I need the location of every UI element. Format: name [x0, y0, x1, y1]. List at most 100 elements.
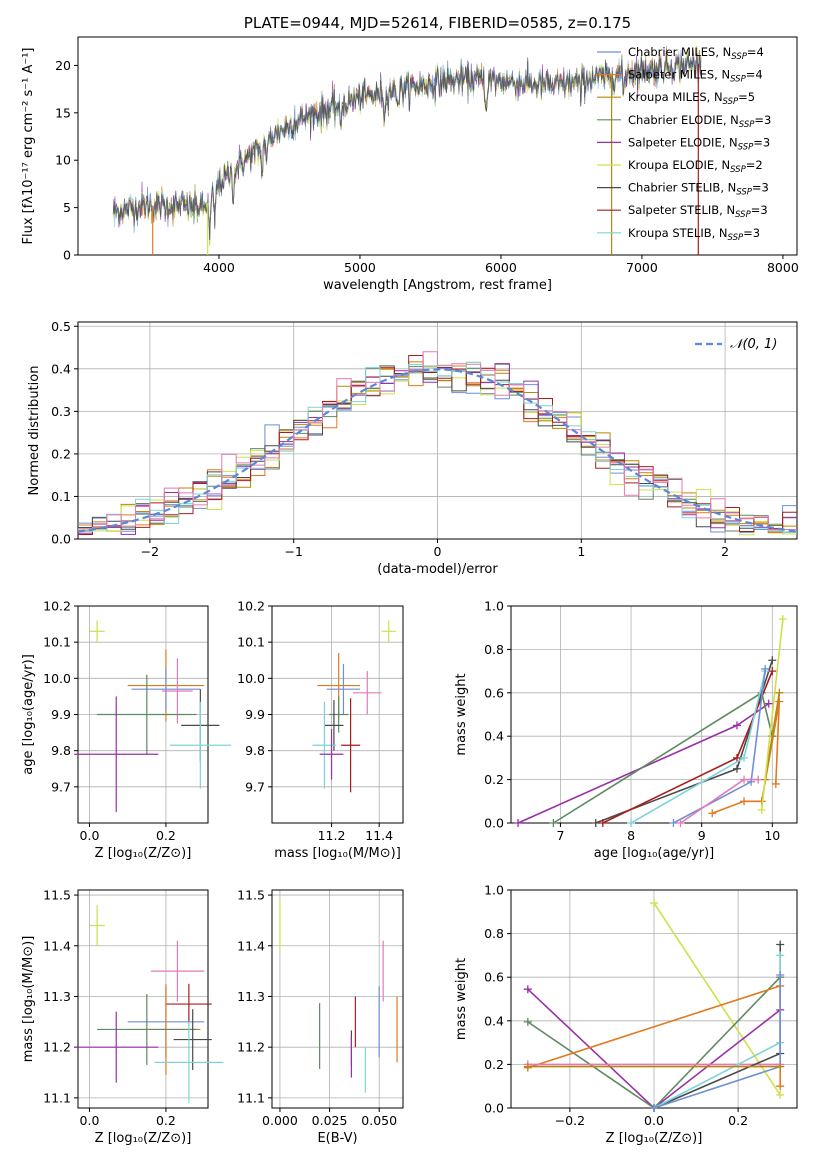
data-point-marker: [732, 753, 741, 762]
y-tick-label: 9.9: [245, 707, 265, 722]
y-tick-label: 0.0: [484, 1101, 504, 1116]
x-axis-label: age [log₁₀(age/yr)]: [594, 846, 715, 861]
mass-weight-vs-age-series: [514, 615, 787, 827]
data-point-marker: [740, 753, 749, 762]
y-tick-label: 11.4: [43, 938, 71, 953]
data-point-marker: [776, 971, 785, 980]
series-line: [764, 692, 781, 780]
y-tick-label: 9.9: [51, 707, 71, 722]
x-tick-label: 1: [577, 544, 585, 559]
residuals-axes: −2 −1 0 1 2 0.0 0.1 0.2 0.3 0.4 0.5 (data-model)/er…: [27, 319, 798, 577]
legend-sub: SSP: [723, 97, 739, 107]
data-point-marker: [757, 805, 766, 814]
legend-entry: Chabrier MILES, NSSP=4: [628, 45, 764, 62]
y-tick-label: 10.1: [43, 635, 71, 650]
y-axis-label: Normed distribution: [27, 366, 42, 496]
y-tick-label: 0.2: [484, 772, 504, 787]
histogram-step-line: [78, 361, 797, 533]
data-point-marker: [591, 819, 600, 827]
chart-title: PLATE=0944, MJD=52614, FIBERID=0585, z=0…: [244, 14, 631, 32]
x-tick-label: 4000: [203, 260, 235, 275]
legend-suffix: =4: [746, 68, 763, 82]
y-tick-label: 11.1: [43, 1090, 71, 1105]
y-tick-label: 0: [63, 248, 71, 263]
data-point-marker: [523, 1062, 532, 1071]
data-point-marker: [775, 688, 784, 697]
x-tick-label: 8: [627, 828, 635, 843]
series-line: [653, 944, 781, 1109]
series-line: [760, 618, 784, 811]
x-tick-label: 10: [764, 828, 780, 843]
legend-suffix: =4: [747, 45, 764, 59]
mass-weight-vs-Z-series: [523, 899, 785, 1112]
histogram-step-line: [78, 361, 797, 536]
mass-weight-vs-Z-axes: −0.2 0.0 0.2 0.0 0.2 0.4 0.6 0.8 1.0 Z [log₁₀(Z/Z…: [454, 883, 798, 1146]
x-tick-label: 6000: [485, 260, 517, 275]
x-axis-label: E(B-V): [317, 1131, 357, 1146]
mass-vs-EBV-frame: [271, 889, 404, 1109]
y-tick-label: 1.0: [484, 883, 504, 898]
y-tick-label: 11.4: [237, 938, 265, 953]
legend-suffix: =3: [751, 203, 768, 217]
data-point-marker: [740, 775, 749, 784]
data-point-marker: [732, 764, 741, 773]
x-tick-label: 8000: [767, 260, 799, 275]
legend-sub: SSP: [730, 75, 746, 85]
data-point-marker: [708, 809, 717, 818]
x-tick-label: 7: [556, 828, 564, 843]
y-tick-label: 0.6: [484, 685, 504, 700]
x-tick-label: 0.2: [156, 1113, 176, 1128]
y-tick-label: 0.8: [484, 642, 504, 657]
y-axis-label: mass weight: [454, 958, 469, 1040]
y-axis-label: mass weight: [454, 673, 469, 755]
y-tick-label: 0.2: [484, 1057, 504, 1072]
y-tick-label: 0.5: [51, 319, 71, 334]
legend-entry: Chabrier STELIB, NSSP=3: [628, 181, 769, 198]
legend-label: Chabrier ELODIE, N: [628, 113, 739, 127]
data-point-marker: [754, 775, 763, 784]
x-tick-label: 0.0: [80, 1113, 100, 1128]
x-tick-label: 0.2: [156, 828, 176, 843]
legend-suffix: =5: [738, 90, 755, 104]
mass-vs-Z-points: [74, 905, 224, 1103]
data-point-marker: [523, 985, 532, 994]
legend-sub: SSP: [731, 52, 747, 62]
legend-label: Kroupa ELODIE, N: [628, 158, 730, 172]
y-axis-label: Flux [fλ10⁻¹⁷ erg cm⁻² s⁻¹ A⁻¹]: [21, 48, 36, 245]
legend-entry: Salpeter STELIB, NSSP=3: [628, 203, 768, 220]
data-point-marker: [598, 819, 607, 827]
y-tick-label: 11.2: [237, 1040, 265, 1055]
spectrum-lines: [112, 45, 702, 255]
spectrum-axes: 4000 5000 6000 7000 8000 0 5 10 15 20 wavelength […: [21, 14, 799, 293]
observed-spectrum-line: [112, 51, 702, 240]
y-tick-label: 9.8: [245, 743, 265, 758]
y-tick-label: 10: [55, 153, 71, 168]
y-tick-label: 11.3: [237, 989, 265, 1004]
legend-suffix: =3: [753, 135, 770, 149]
legend-label: Kroupa STELIB, N: [628, 226, 728, 240]
data-point-marker: [650, 899, 658, 908]
legend-sub: SSP: [735, 210, 751, 220]
data-point-marker: [776, 1062, 785, 1071]
data-point-marker: [775, 697, 784, 706]
mass-vs-Z-frame: [77, 889, 209, 1109]
legend-entry: Kroupa MILES, NSSP=5: [628, 90, 755, 107]
data-point-marker: [549, 819, 558, 827]
x-tick-label: 7000: [626, 260, 658, 275]
y-tick-label: 11.2: [43, 1040, 71, 1055]
mass-vs-Z-axes: 0.0 0.2 11.1 11.2 11.3 11.4 11.5 Z [log₁₀(Z/Z⊙)…: [21, 888, 224, 1146]
histogram-step-line: [78, 351, 797, 531]
x-tick-label: −0.2: [555, 1113, 585, 1128]
y-tick-label: 0.8: [484, 926, 504, 941]
age-vs-Z-axes: 0.0 0.2 9.7 9.8 9.9 10.0 10.1 10.2 Z [log₁₀(Z/Z⊙…: [21, 599, 231, 861]
mass-vs-EBV-points: [279, 900, 398, 1093]
y-tick-label: 1.0: [484, 599, 504, 614]
legend-sub: SSP: [739, 120, 755, 130]
mass-vs-EBV-axes: 0.000 0.025 0.050 11.1 11.2 11.3 11.4 11.5 E(B-V…: [237, 888, 404, 1146]
x-axis-label: Z [log₁₀(Z/Z⊙)]: [606, 1131, 703, 1146]
data-point-marker: [627, 819, 636, 827]
x-axis-label: mass [log₁₀(M/M⊙)]: [274, 846, 401, 861]
y-tick-label: 10.2: [237, 599, 265, 614]
